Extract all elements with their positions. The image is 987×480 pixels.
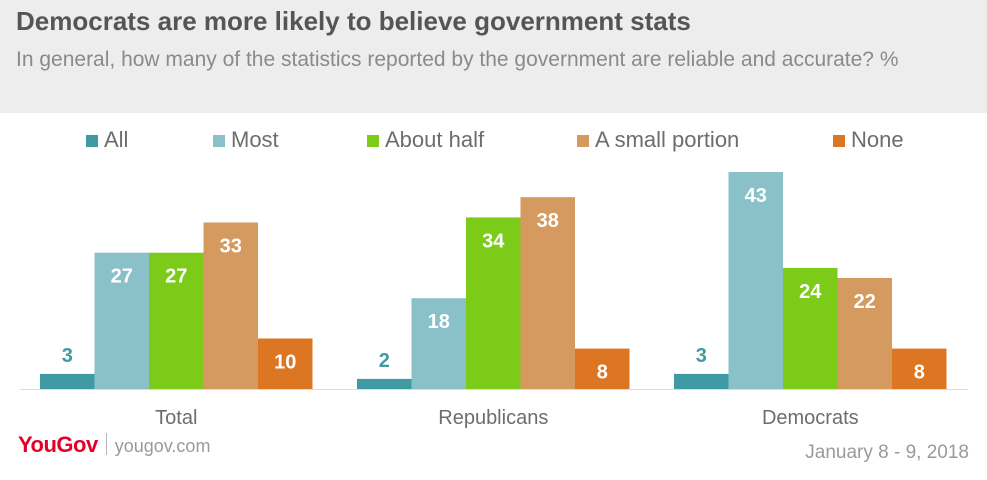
legend-label: Most — [231, 127, 279, 152]
bar — [575, 348, 630, 389]
category-label: Democrats — [762, 407, 859, 429]
legend-swatch — [213, 135, 225, 147]
data-label: 8 — [597, 362, 608, 384]
bar — [411, 298, 466, 389]
data-label: 18 — [428, 311, 450, 333]
bar — [94, 252, 149, 389]
legend: All Most About half A small portion None — [0, 126, 987, 154]
data-label: 34 — [482, 230, 505, 252]
data-label: 24 — [799, 281, 822, 303]
chart-subtitle: In general, how many of the statistics r… — [16, 48, 899, 71]
bar — [674, 373, 729, 389]
data-label: 2 — [379, 350, 390, 372]
bar — [837, 278, 892, 389]
bar — [40, 373, 95, 389]
legend-swatch — [86, 135, 98, 147]
data-label: 10 — [274, 352, 296, 374]
bar — [783, 267, 838, 389]
bar — [149, 252, 204, 389]
legend-label: A small portion — [595, 127, 740, 152]
brand-url: yougov.com — [114, 436, 211, 456]
category-label: Total — [155, 407, 197, 429]
legend-swatch — [833, 135, 845, 147]
data-label: 33 — [220, 236, 242, 258]
legend-label: All — [104, 127, 129, 152]
footer-brand: YouGov yougov.com — [18, 432, 210, 462]
data-label: 8 — [914, 362, 925, 384]
bar — [520, 197, 575, 389]
bar — [258, 338, 313, 389]
bar — [892, 348, 947, 389]
data-label: 27 — [165, 266, 187, 288]
data-label: 27 — [111, 266, 133, 288]
chart-header: Democrats are more likely to believe gov… — [0, 0, 987, 113]
survey-date: January 8 - 9, 2018 — [805, 442, 969, 463]
data-label: 38 — [537, 210, 559, 232]
chart-title: Democrats are more likely to believe gov… — [16, 6, 691, 36]
legend-swatch — [367, 135, 379, 147]
bar — [357, 378, 412, 389]
yougov-logo: YouGov — [18, 432, 98, 457]
bar — [728, 172, 783, 389]
data-label: 22 — [854, 291, 876, 313]
brand-divider — [105, 433, 107, 455]
legend-swatch — [577, 135, 589, 147]
legend-label: About half — [385, 127, 485, 152]
data-label: 3 — [62, 345, 73, 367]
bar — [203, 222, 258, 389]
data-label: 43 — [745, 185, 767, 207]
data-label: 3 — [696, 345, 707, 367]
category-label: Republicans — [438, 407, 548, 429]
legend-label: None — [851, 127, 904, 152]
bar — [466, 217, 521, 389]
